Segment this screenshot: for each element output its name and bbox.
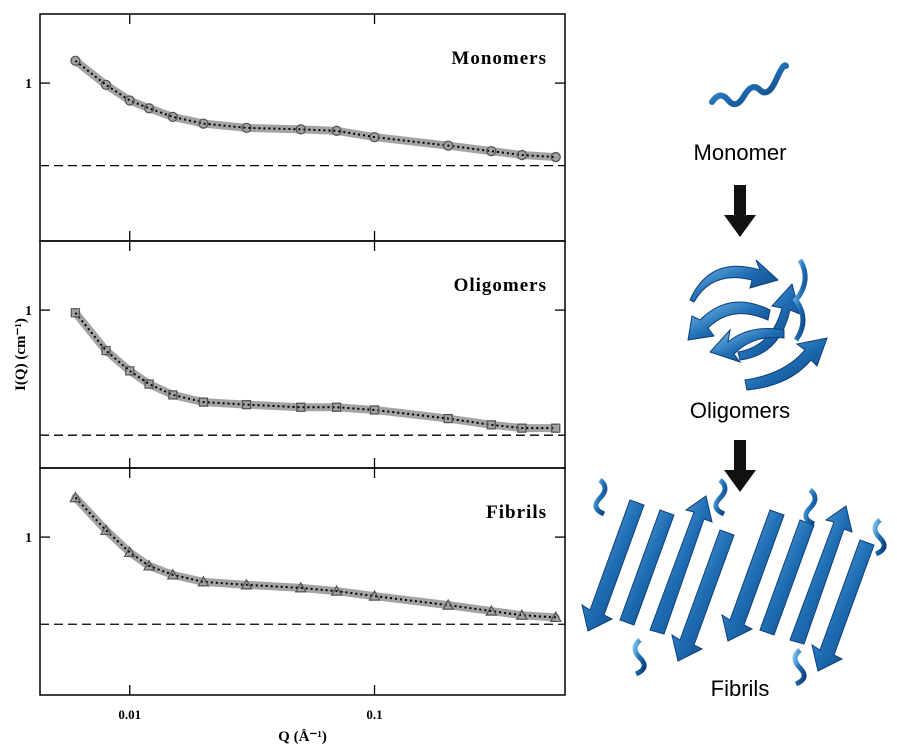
y-axis-label: I(Q) (cm⁻¹) — [13, 318, 29, 391]
point — [368, 589, 381, 601]
fit-line — [74, 496, 556, 619]
arrow — [724, 440, 756, 492]
point — [549, 611, 562, 623]
point — [198, 397, 209, 407]
panel-title: Fibrils — [486, 502, 547, 523]
point — [443, 413, 453, 424]
diagram: Monomer Oligomers Fibrils — [581, 62, 887, 701]
point — [144, 379, 154, 389]
point — [294, 581, 307, 593]
oligomer-icon — [687, 258, 828, 391]
point — [331, 125, 342, 136]
fit-line — [74, 59, 556, 159]
panel-title: Oligomers — [454, 275, 547, 296]
point — [330, 584, 343, 596]
fit-line — [74, 312, 556, 430]
arrow — [724, 185, 756, 237]
point — [143, 559, 156, 571]
y-tick-label: 1 — [25, 304, 32, 319]
point — [123, 546, 136, 558]
x-tick-label: 0.01 — [118, 707, 141, 722]
point — [70, 55, 81, 66]
point — [166, 568, 179, 580]
point — [124, 95, 135, 106]
point — [70, 308, 81, 318]
point — [241, 122, 252, 134]
x-tick-label: 0.1 — [366, 707, 382, 722]
point — [69, 491, 82, 503]
point — [101, 345, 111, 356]
point — [485, 604, 498, 616]
point — [296, 402, 306, 412]
point — [516, 149, 528, 161]
point — [241, 399, 252, 410]
point — [240, 578, 253, 590]
plot-frame — [39, 467, 566, 696]
point — [486, 145, 497, 157]
fibril-icon — [581, 478, 887, 687]
point — [515, 608, 528, 620]
point — [369, 131, 380, 143]
point — [331, 402, 342, 412]
point — [295, 124, 306, 135]
point — [167, 111, 178, 123]
monomer-icon — [709, 62, 789, 108]
point — [100, 79, 112, 91]
panel-title: Monomers — [451, 48, 547, 69]
diagram-label: Oligomers — [690, 398, 790, 423]
point — [125, 366, 135, 376]
point — [551, 423, 561, 433]
x-axis-label: Q (Å⁻¹) — [278, 729, 327, 745]
point — [443, 140, 454, 151]
diagram-label: Monomer — [694, 140, 787, 165]
point — [550, 151, 561, 163]
point — [486, 420, 496, 430]
point — [197, 575, 210, 587]
y-tick-label: 1 — [25, 531, 32, 546]
point — [99, 524, 113, 536]
point — [442, 598, 455, 610]
data-band — [71, 493, 560, 622]
point — [369, 405, 380, 415]
y-tick-label: 1 — [25, 77, 32, 92]
point — [517, 423, 527, 433]
point — [198, 118, 209, 129]
diagram-label: Fibrils — [711, 676, 770, 701]
point — [143, 103, 155, 114]
data-band — [71, 56, 560, 162]
data-band — [71, 308, 560, 433]
point — [168, 390, 178, 400]
